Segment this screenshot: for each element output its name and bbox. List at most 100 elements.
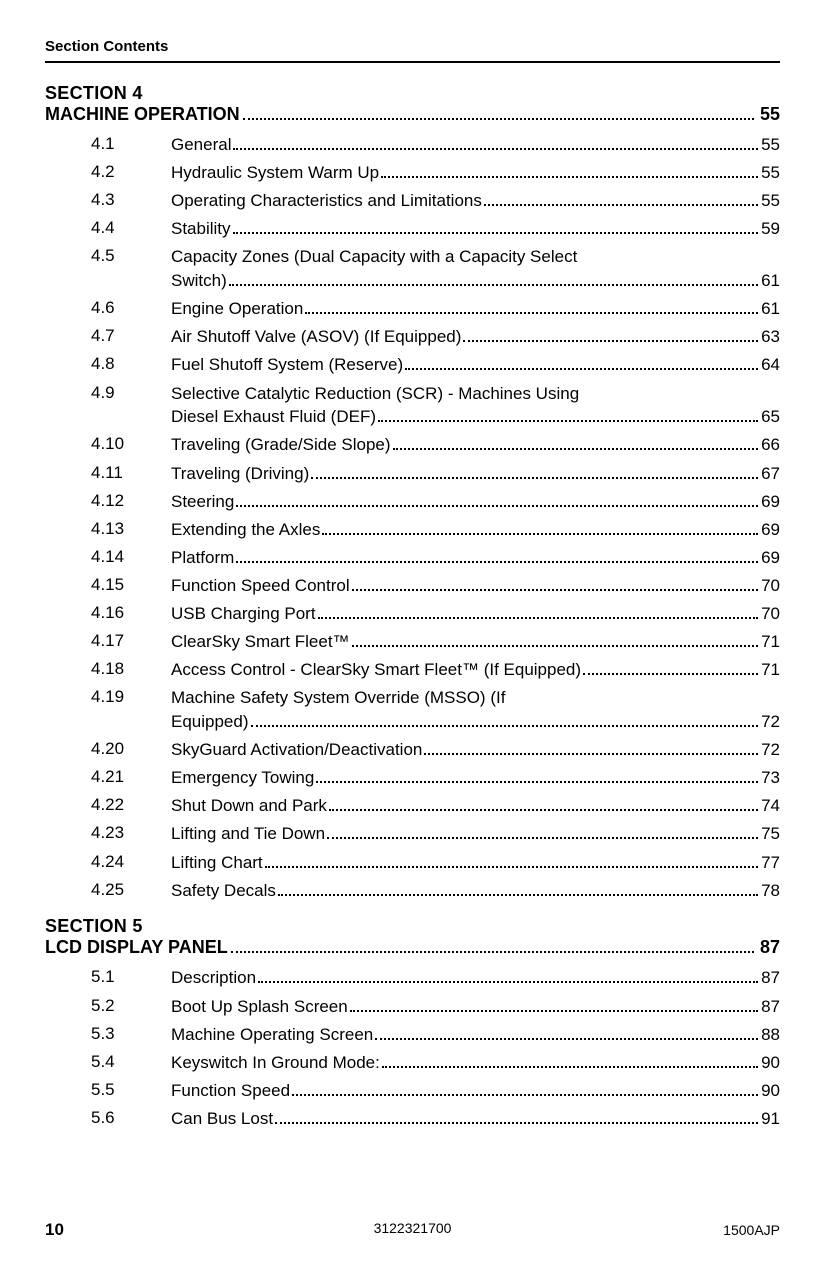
entry-title-multiline: Machine Safety System Override (MSSO) (I… <box>171 686 780 734</box>
entry-title: Keyswitch In Ground Mode: <box>171 1051 380 1075</box>
entry-number: 4.8 <box>91 353 171 374</box>
toc-entry: 4.9Selective Catalytic Reduction (SCR) -… <box>45 382 780 430</box>
entry-page: 90 <box>761 1081 780 1101</box>
footer: 10 3122321700 1500AJP <box>45 1220 780 1240</box>
entry-number: 5.5 <box>91 1079 171 1100</box>
entry-number: 4.17 <box>91 630 171 651</box>
section-page: 87 <box>758 937 780 958</box>
entry-title: Description <box>171 966 256 990</box>
entry-number: 4.10 <box>91 433 171 454</box>
entry-page: 70 <box>761 604 780 624</box>
leader-dots <box>236 561 758 563</box>
entry-title-text: Diesel Exhaust Fluid (DEF) <box>171 405 376 429</box>
entry-number: 4.19 <box>91 686 171 707</box>
entry-title-last-line: Switch)61 <box>171 269 780 293</box>
entry-number: 5.6 <box>91 1107 171 1128</box>
entry-page: 55 <box>761 135 780 155</box>
entry-title-multiline: Selective Catalytic Reduction (SCR) - Ma… <box>171 382 780 430</box>
entry-title: Shut Down and Park <box>171 794 327 818</box>
section-title-row: MACHINE OPERATION 55 <box>45 104 780 125</box>
entry-title-wrap: Emergency Towing73 <box>171 766 780 790</box>
toc-entry: 5.4Keyswitch In Ground Mode:90 <box>45 1051 780 1075</box>
entry-page: 66 <box>761 435 780 455</box>
entry-page: 87 <box>761 997 780 1017</box>
entry-page: 71 <box>761 632 780 652</box>
toc-entry: 4.11Traveling (Driving)67 <box>45 462 780 486</box>
entry-number: 5.3 <box>91 1023 171 1044</box>
entry-title: Boot Up Splash Screen <box>171 995 348 1019</box>
entry-number: 4.11 <box>91 462 171 483</box>
entry-page: 64 <box>761 355 780 375</box>
toc-entry: 4.13Extending the Axles69 <box>45 518 780 542</box>
leader-dots <box>375 1038 758 1040</box>
entry-page: 72 <box>761 740 780 760</box>
entry-title-line: Capacity Zones (Dual Capacity with a Cap… <box>171 245 780 269</box>
entry-title: Safety Decals <box>171 879 276 903</box>
entry-title-text: Switch) <box>171 269 227 293</box>
entry-title-wrap: Boot Up Splash Screen 87 <box>171 995 780 1019</box>
entry-page: 69 <box>761 492 780 512</box>
toc-entry: 4.25Safety Decals78 <box>45 879 780 903</box>
entry-title: Emergency Towing <box>171 766 314 790</box>
entry-number: 4.7 <box>91 325 171 346</box>
entry-page: 91 <box>761 1109 780 1129</box>
toc-entry: 4.6Engine Operation61 <box>45 297 780 321</box>
leader-dots <box>233 148 758 150</box>
entry-page: 65 <box>761 405 780 429</box>
entry-page: 70 <box>761 576 780 596</box>
entry-page: 55 <box>761 163 780 183</box>
entry-number: 4.23 <box>91 822 171 843</box>
toc-entry: 4.22Shut Down and Park74 <box>45 794 780 818</box>
entry-title-wrap: Extending the Axles69 <box>171 518 780 542</box>
leader-dots <box>278 894 758 896</box>
entry-title-wrap: Hydraulic System Warm Up 55 <box>171 161 780 185</box>
footer-page-number: 10 <box>45 1220 64 1240</box>
entry-title: SkyGuard Activation/Deactivation <box>171 738 422 762</box>
toc-entry: 4.19Machine Safety System Override (MSSO… <box>45 686 780 734</box>
toc-entry: 5.6Can Bus Lost 91 <box>45 1107 780 1131</box>
entry-page: 77 <box>761 853 780 873</box>
entry-number: 4.6 <box>91 297 171 318</box>
entry-title-wrap: Can Bus Lost 91 <box>171 1107 780 1131</box>
section-label: SECTION 4 <box>45 83 780 104</box>
section-title: MACHINE OPERATION <box>45 104 240 125</box>
toc-entry: 5.5Function Speed90 <box>45 1079 780 1103</box>
entry-title-wrap: ClearSky Smart Fleet™71 <box>171 630 780 654</box>
leader-dots <box>405 368 758 370</box>
entry-title-wrap: USB Charging Port70 <box>171 602 780 626</box>
leader-dots <box>243 118 754 120</box>
toc-entry: 4.23Lifting and Tie Down75 <box>45 822 780 846</box>
entry-title-wrap: Description87 <box>171 966 780 990</box>
entry-title-last-line: Diesel Exhaust Fluid (DEF) 65 <box>171 405 780 429</box>
entry-page: 63 <box>761 327 780 347</box>
leader-dots <box>484 204 758 206</box>
section-title: LCD DISPLAY PANEL <box>45 937 228 958</box>
entry-title-wrap: Engine Operation61 <box>171 297 780 321</box>
toc-entry: 5.3Machine Operating Screen88 <box>45 1023 780 1047</box>
leader-dots <box>311 477 758 479</box>
entry-number: 4.1 <box>91 133 171 154</box>
entry-page: 72 <box>761 710 780 734</box>
leader-dots <box>316 781 758 783</box>
toc-entry: 5.1Description87 <box>45 966 780 990</box>
entry-title-wrap: Steering 69 <box>171 490 780 514</box>
entry-title-text: Equipped) <box>171 710 249 734</box>
entry-title-wrap: Lifting Chart77 <box>171 851 780 875</box>
entry-title: General <box>171 133 231 157</box>
leader-dots <box>265 866 758 868</box>
entry-title: Hydraulic System Warm Up <box>171 161 379 185</box>
leader-dots <box>463 340 758 342</box>
entry-title: Steering <box>171 490 234 514</box>
entry-number: 4.12 <box>91 490 171 511</box>
entry-title-wrap: Traveling (Driving)67 <box>171 462 780 486</box>
entry-number: 4.15 <box>91 574 171 595</box>
entry-number: 5.4 <box>91 1051 171 1072</box>
leader-dots <box>393 448 759 450</box>
entry-title-wrap: Stability59 <box>171 217 780 241</box>
leader-dots <box>329 809 758 811</box>
entry-title: Function Speed Control <box>171 574 350 598</box>
entry-title-wrap: Function Speed Control 70 <box>171 574 780 598</box>
entry-title: Can Bus Lost <box>171 1107 273 1131</box>
entry-page: 71 <box>761 660 780 680</box>
leader-dots <box>231 951 754 953</box>
